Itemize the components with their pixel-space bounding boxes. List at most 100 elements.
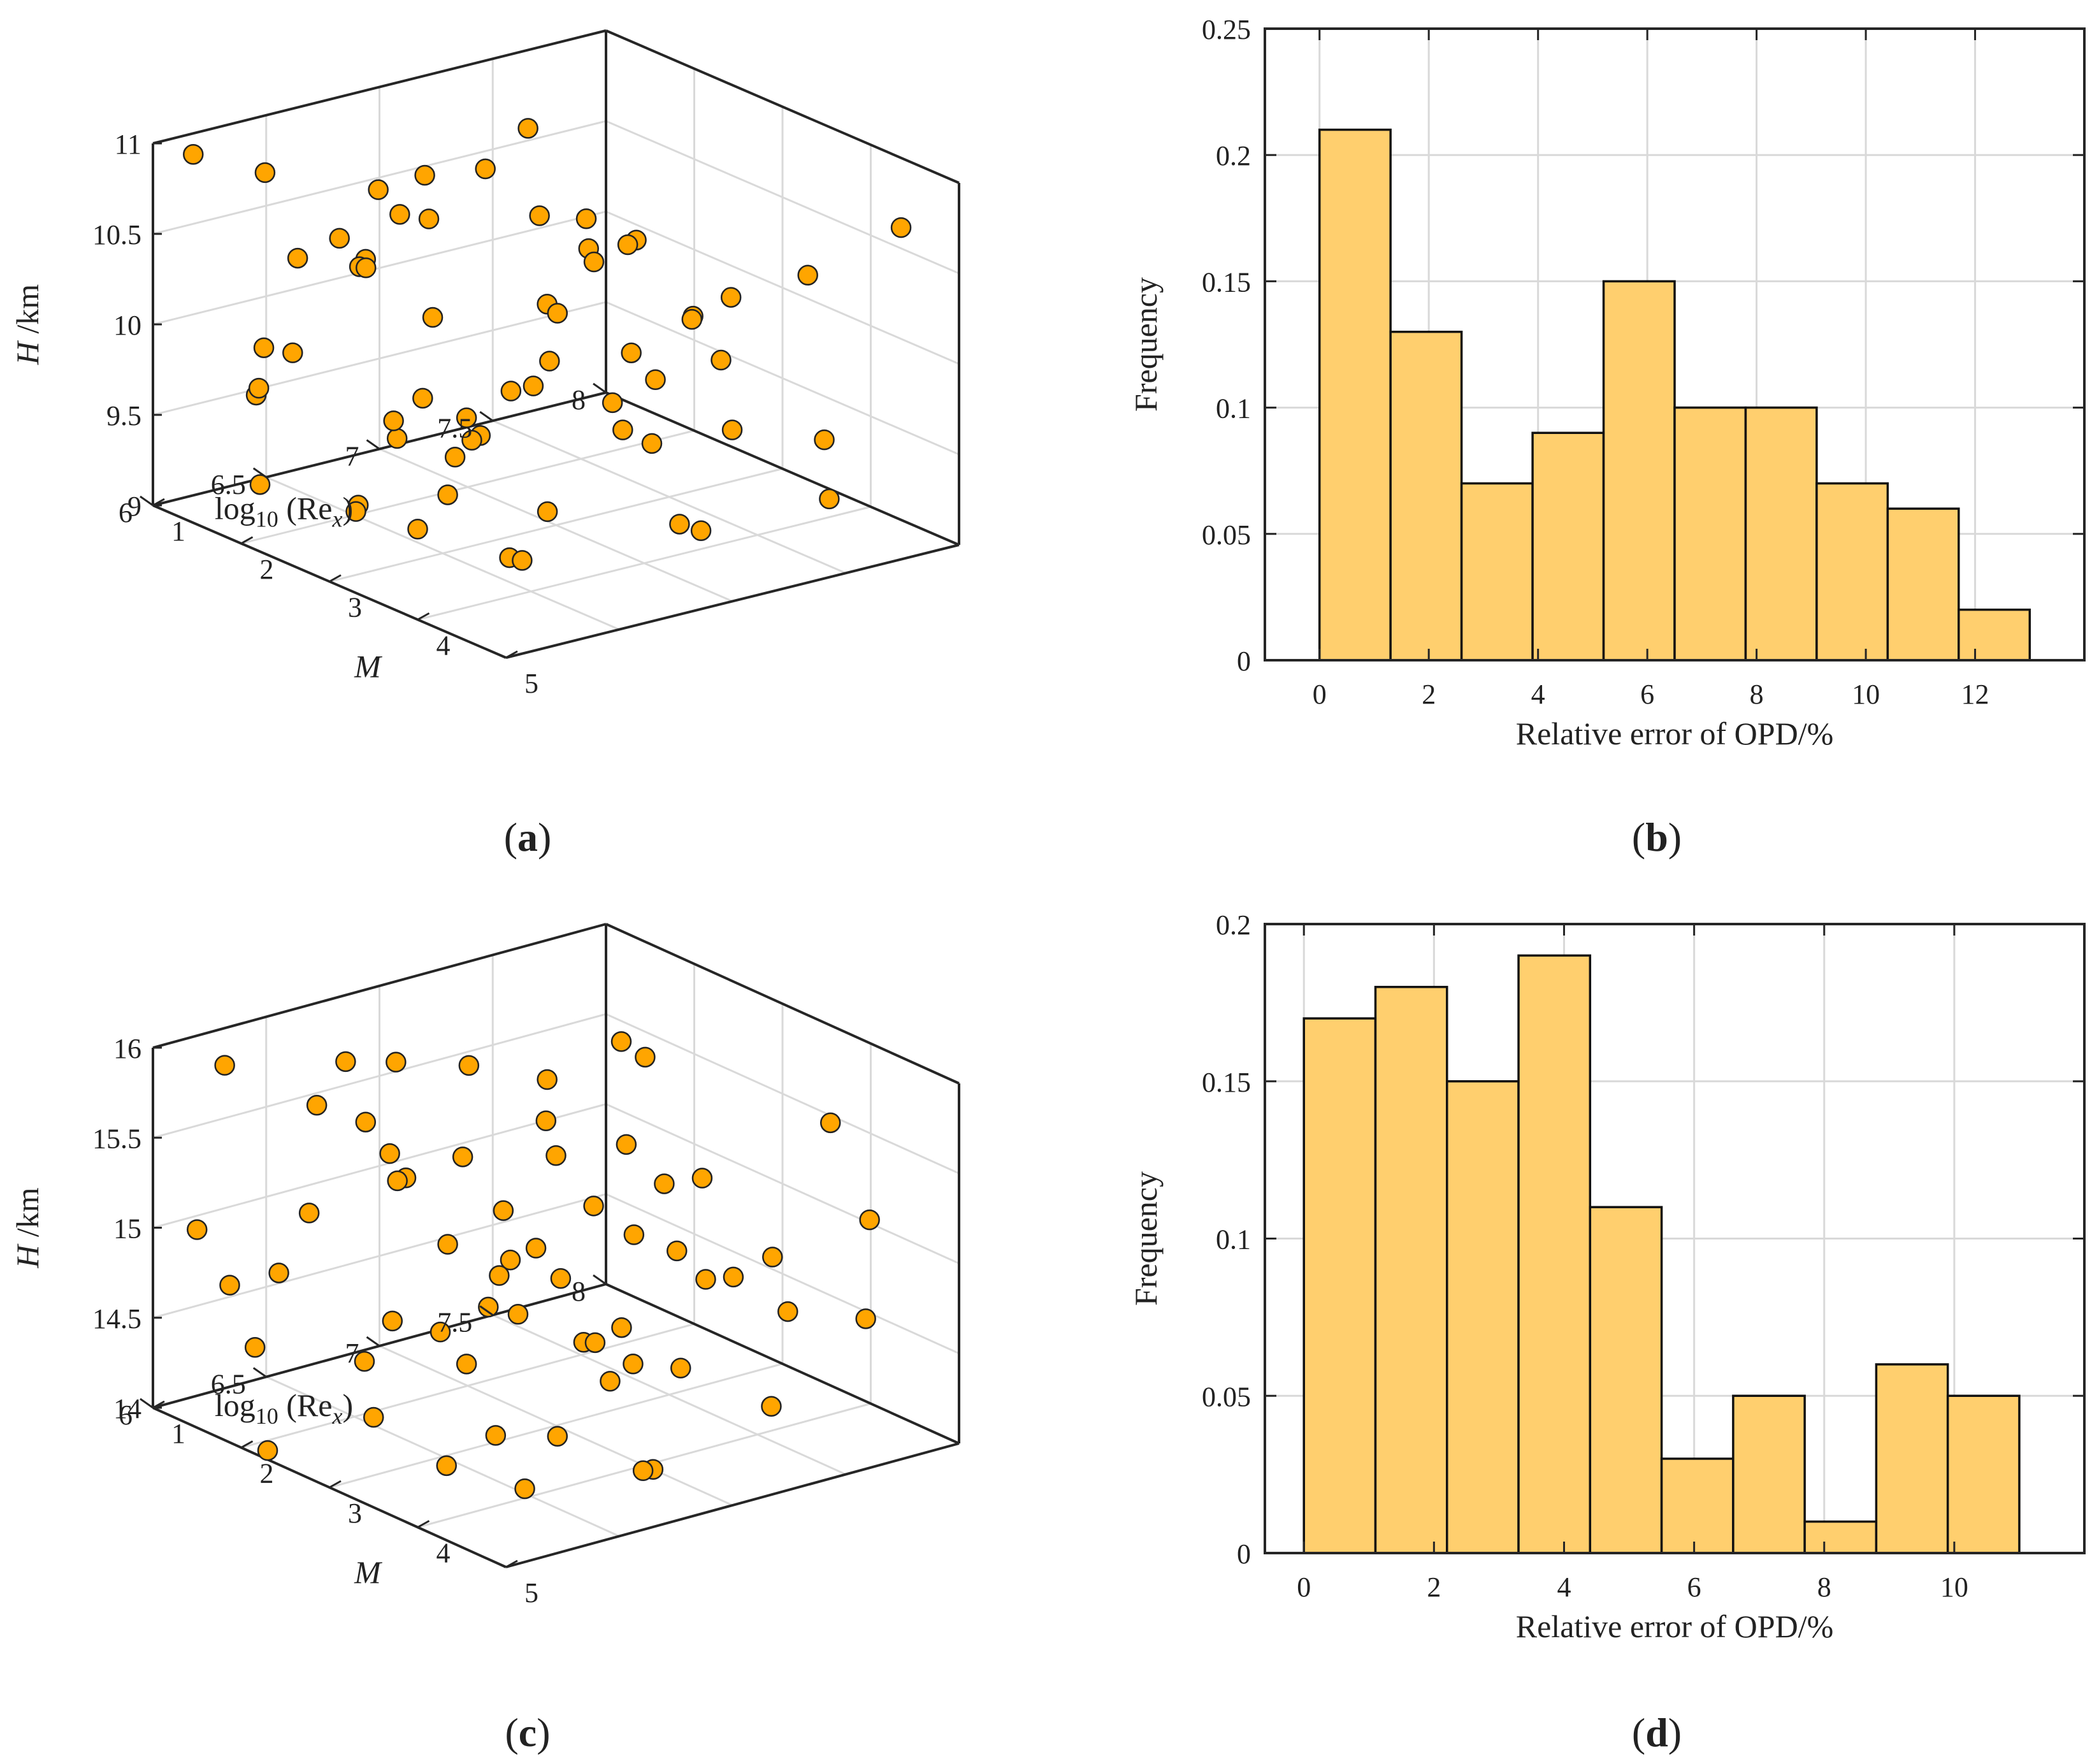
panel-label: (d)	[1632, 1710, 1682, 1755]
data-point	[537, 501, 558, 523]
data-point	[583, 1196, 604, 1217]
x-tick-label: 5	[524, 1577, 538, 1609]
data-point	[452, 1146, 473, 1168]
x-tick-mark	[152, 1400, 165, 1409]
x-tick-mark	[329, 1480, 342, 1489]
back-edge-x	[605, 1283, 960, 1445]
data-point	[539, 351, 560, 372]
y-tick-label: 6.5	[211, 469, 246, 500]
panel-label: (b)	[1632, 814, 1682, 860]
histogram-bar	[1531, 431, 1605, 662]
data-point	[623, 1354, 644, 1375]
data-point	[550, 1268, 572, 1289]
y-tick-mark	[252, 1367, 267, 1378]
data-point	[669, 514, 690, 535]
data-point	[389, 204, 410, 225]
data-point	[436, 1455, 457, 1477]
data-point	[537, 1069, 558, 1090]
x-tick-label: 10	[1852, 679, 1880, 710]
x-axis-label: M	[354, 649, 382, 684]
y-axis-label: Frequency	[1128, 277, 1164, 412]
x-tick-label: 12	[1961, 679, 1989, 710]
data-point	[444, 447, 466, 468]
data-point	[478, 1296, 499, 1318]
y-tick-mark	[252, 467, 267, 478]
data-point	[257, 1440, 278, 1461]
data-point	[711, 349, 732, 371]
histogram-bar	[1958, 608, 2031, 662]
histogram-bar	[1460, 482, 1534, 662]
data-point	[523, 375, 544, 396]
y-tick-label: 7	[345, 441, 359, 472]
data-point	[695, 1269, 716, 1290]
y-tick-label: 7	[345, 1338, 359, 1369]
data-point	[187, 1219, 208, 1240]
back-grid-z	[605, 1193, 960, 1355]
data-point	[268, 1262, 289, 1283]
x-tick-label: 1	[171, 1418, 185, 1449]
data-point	[507, 1304, 529, 1325]
z-tick-label: 10	[113, 310, 141, 341]
panel-label: (a)	[504, 814, 552, 860]
data-point	[298, 1203, 320, 1224]
back-grid-z	[605, 1103, 960, 1264]
data-point	[219, 1275, 240, 1296]
data-point	[721, 419, 743, 440]
floor-grid-y	[379, 448, 733, 602]
histogram-bar	[1318, 128, 1392, 662]
y-tick-mark	[140, 1398, 154, 1409]
data-point	[355, 1111, 377, 1132]
data-point	[691, 1168, 713, 1189]
data-point	[412, 387, 433, 409]
data-point	[249, 474, 271, 495]
y-tick-label: 6	[119, 497, 133, 528]
y-tick-mark	[593, 1274, 607, 1285]
histogram-bar	[1875, 1363, 1949, 1554]
axes-box	[152, 29, 960, 659]
y-axis-label: Frequency	[1128, 1171, 1164, 1306]
data-point	[525, 1238, 547, 1259]
data-point	[437, 484, 458, 505]
histogram-bar	[1744, 406, 1818, 662]
data-point	[616, 1134, 637, 1155]
z-tick-label: 9	[127, 491, 141, 522]
z-tick-label: 10.5	[92, 219, 141, 250]
data-point	[529, 205, 550, 226]
side-grid-z	[152, 1013, 607, 1139]
data-point	[493, 1200, 514, 1221]
data-point	[368, 179, 389, 200]
data-point	[500, 1249, 521, 1271]
y-tick-label: 0.15	[1202, 1067, 1251, 1098]
y-tick-label: 0.1	[1216, 1224, 1251, 1255]
x-tick-mark	[417, 612, 430, 621]
data-point	[600, 1371, 621, 1392]
z-tick-label: 16	[113, 1033, 141, 1064]
data-point	[248, 377, 270, 399]
data-point	[512, 550, 533, 571]
histogram-bar	[1732, 1394, 1806, 1554]
data-point	[475, 158, 496, 180]
data-point	[387, 1170, 408, 1192]
data-point	[777, 1301, 798, 1322]
data-point	[547, 1426, 568, 1447]
data-point	[335, 1051, 356, 1073]
data-point	[584, 1332, 606, 1354]
data-point	[690, 520, 712, 542]
data-point	[545, 1145, 566, 1166]
x-tick-label: 2	[260, 1458, 274, 1489]
histogram-bar	[1946, 1394, 2021, 1554]
y-tick-label: 0.25	[1202, 14, 1251, 45]
data-point	[517, 118, 538, 139]
data-point	[762, 1247, 783, 1268]
back-grid-z	[605, 301, 960, 456]
data-point	[855, 1308, 876, 1329]
data-point	[797, 264, 818, 286]
x-tick-label: 2	[1427, 1572, 1441, 1603]
histogram-bar	[1815, 482, 1889, 662]
data-point	[282, 342, 303, 363]
x-tick-label: 3	[348, 592, 362, 623]
histogram-bar	[1517, 954, 1592, 1554]
side-grid-z	[152, 210, 607, 326]
